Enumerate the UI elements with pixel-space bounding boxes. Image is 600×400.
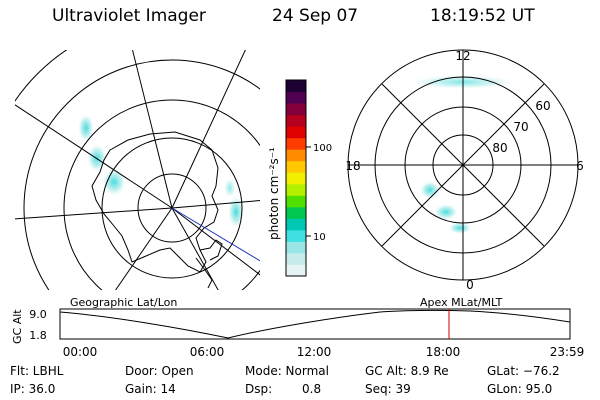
- gain-info: Gain: 14: [125, 382, 176, 396]
- mlt-label-right: 6: [576, 159, 584, 173]
- glon-info: GLon: 95.0: [487, 382, 553, 396]
- sun-direction-line: [171, 207, 260, 262]
- xtick-2359: 23:59: [550, 345, 585, 359]
- dsp-value: 0.8: [302, 382, 322, 396]
- glat-info: GLat: −76.2: [487, 364, 560, 378]
- colorbar-unit-label: photon cm⁻²s⁻¹: [267, 147, 281, 240]
- lat-label-80: 80: [492, 141, 507, 155]
- instrument-title: Ultraviolet Imager: [52, 6, 206, 26]
- gc-alt-info: GC Alt: 8.9 Re: [365, 364, 449, 378]
- geographic-map: [15, 50, 260, 290]
- seq-info: Seq: 39: [365, 382, 411, 396]
- altitude-plot: 9.0 1.8 GC Alt Geographic Lat/Lon Apex M…: [11, 296, 584, 359]
- colorbar-segment: [286, 149, 306, 162]
- colorbar-segment: [286, 229, 306, 242]
- xtick-1800: 18:00: [426, 345, 461, 359]
- xtick-0600: 06:00: [190, 345, 225, 359]
- magnetic-polar-map: 12 0 18 6 60 70 80: [345, 49, 583, 292]
- colorbar-segment: [286, 126, 306, 139]
- lat-label-60: 60: [535, 99, 550, 113]
- colorbar-segment: [286, 91, 306, 104]
- colorbar-segment: [286, 252, 306, 265]
- colorbar-segment: [286, 183, 306, 196]
- coastline-outline: [91, 131, 219, 273]
- colorbar-segment: [286, 160, 306, 173]
- colorbar-tick-100: 100: [313, 143, 332, 154]
- colorbar-segment: [286, 241, 306, 254]
- mlt-label-bottom: 0: [466, 278, 474, 292]
- altitude-curve: [59, 309, 571, 339]
- colorbar-segment: [286, 264, 306, 277]
- mlt-lines: [348, 50, 578, 280]
- filter-info: Flt: LBHL: [10, 364, 64, 378]
- colorbar-segment: [286, 103, 306, 116]
- meridian-lines: [15, 50, 260, 290]
- date-label: 24 Sep 07: [272, 6, 359, 26]
- colorbar-segment: [286, 218, 306, 231]
- mlt-label-left: 18: [345, 159, 360, 173]
- right-map-label: Apex MLat/MLT: [420, 296, 503, 309]
- aurora-emission-left: [78, 114, 244, 228]
- colorbar-segment: [286, 206, 306, 219]
- lat-label-70: 70: [513, 120, 528, 134]
- ip-info: IP: 36.0: [10, 382, 56, 396]
- ytick-9: 9.0: [29, 308, 47, 321]
- mlt-label-top: 12: [455, 49, 470, 63]
- colorbar: 100 10 photon cm⁻²s⁻¹: [267, 79, 332, 277]
- colorbar-tick-10: 10: [313, 232, 326, 243]
- colorbar-segment: [286, 172, 306, 185]
- colorbar-segment: [286, 80, 306, 93]
- colorbar-segment: [286, 137, 306, 150]
- door-info: Door: Open: [125, 364, 194, 378]
- dsp-label: Dsp:: [245, 382, 273, 396]
- ytick-1-8: 1.8: [29, 329, 47, 342]
- latitude-circles: [15, 50, 260, 290]
- xtick-0000: 00:00: [63, 345, 98, 359]
- colorbar-segment: [286, 114, 306, 127]
- altitude-ylabel: GC Alt: [11, 309, 24, 344]
- colorbar-segment: [286, 195, 306, 208]
- mode-info: Mode: Normal: [245, 364, 329, 378]
- time-label: 18:19:52 UT: [430, 6, 535, 26]
- xtick-1200: 12:00: [297, 345, 332, 359]
- left-map-label: Geographic Lat/Lon: [70, 296, 177, 309]
